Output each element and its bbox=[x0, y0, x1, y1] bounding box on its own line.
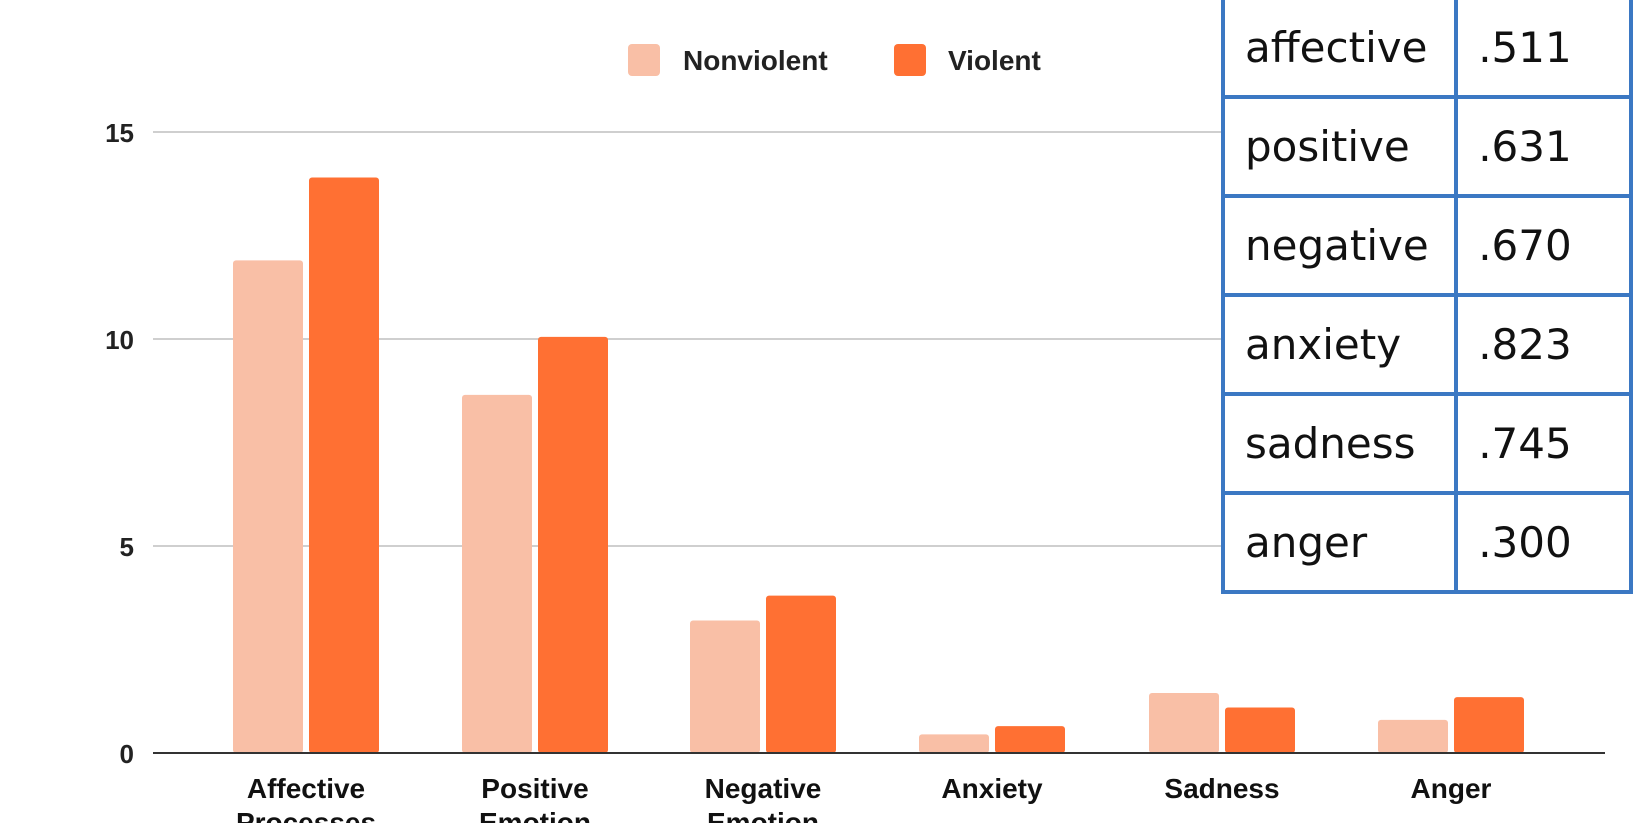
legend-label-nonviolent: Nonviolent bbox=[683, 45, 828, 76]
x-tick-label: Negative Emotion bbox=[705, 773, 822, 823]
bar-nonviolent-3 bbox=[690, 620, 760, 753]
y-tick-label: 10 bbox=[105, 325, 134, 355]
row-label: negative bbox=[1220, 194, 1459, 297]
bar-violent-4 bbox=[995, 726, 1065, 753]
x-tick-label: Affective Processes bbox=[236, 773, 376, 823]
table-row: anger .300 bbox=[1220, 491, 1633, 594]
table-row: sadness .745 bbox=[1220, 392, 1633, 495]
row-label: affective bbox=[1220, 0, 1459, 99]
bars bbox=[233, 177, 1524, 754]
row-label: sadness bbox=[1220, 392, 1459, 495]
row-label: anger bbox=[1220, 491, 1459, 594]
bar-violent-3 bbox=[766, 595, 836, 753]
legend-label-violent: Violent bbox=[948, 45, 1041, 76]
row-value: .631 bbox=[1454, 95, 1633, 198]
legend: Nonviolent Violent bbox=[628, 44, 1041, 76]
row-value: .745 bbox=[1454, 392, 1633, 495]
bar-violent-6 bbox=[1454, 697, 1524, 753]
table-row: negative .670 bbox=[1220, 194, 1633, 297]
row-value: .823 bbox=[1454, 293, 1633, 396]
y-axis-ticks: 0 5 10 15 bbox=[105, 118, 134, 769]
table-row: positive .631 bbox=[1220, 95, 1633, 198]
row-label: positive bbox=[1220, 95, 1459, 198]
table-row: anxiety .823 bbox=[1220, 293, 1633, 396]
bar-nonviolent-1 bbox=[233, 260, 303, 753]
y-tick-label: 5 bbox=[120, 532, 134, 562]
row-label: anxiety bbox=[1220, 293, 1459, 396]
bar-nonviolent-6 bbox=[1378, 719, 1448, 753]
legend-swatch-nonviolent bbox=[628, 44, 660, 76]
bar-violent-5 bbox=[1225, 707, 1295, 753]
x-axis-labels: Affective Processes Positive Emotion Negativ… bbox=[236, 773, 1492, 823]
row-value: .511 bbox=[1454, 0, 1633, 99]
legend-swatch-violent bbox=[894, 44, 926, 76]
x-tick-label: Anxiety bbox=[941, 773, 1043, 804]
x-tick-label: Positive Emotion bbox=[479, 773, 591, 823]
row-value: .670 bbox=[1454, 194, 1633, 297]
p-value-table: affective .511 positive .631 negative .6… bbox=[1220, 0, 1633, 594]
bar-violent-1 bbox=[309, 177, 379, 754]
x-tick-label: Anger bbox=[1411, 773, 1492, 804]
y-tick-label: 0 bbox=[120, 739, 134, 769]
x-tick-label: Sadness bbox=[1164, 773, 1279, 804]
y-tick-label: 15 bbox=[105, 118, 134, 148]
bar-nonviolent-4 bbox=[919, 734, 989, 753]
row-value: .300 bbox=[1454, 491, 1633, 594]
bar-nonviolent-5 bbox=[1149, 692, 1219, 753]
bar-violent-2 bbox=[538, 336, 608, 753]
bar-nonviolent-2 bbox=[462, 394, 532, 753]
table-row: affective .511 bbox=[1220, 0, 1633, 99]
